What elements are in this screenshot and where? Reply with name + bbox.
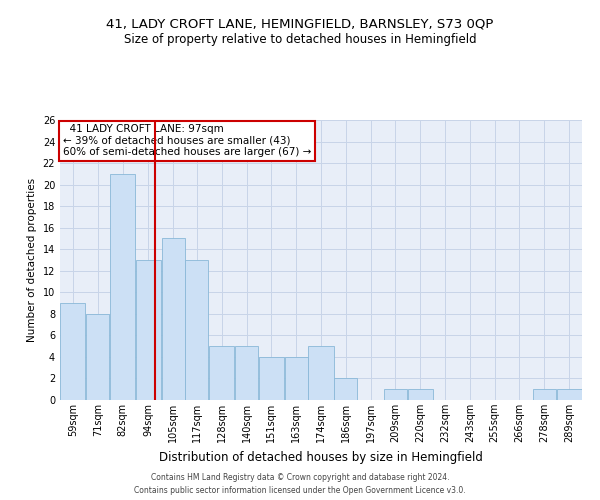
Text: 41, LADY CROFT LANE, HEMINGFIELD, BARNSLEY, S73 0QP: 41, LADY CROFT LANE, HEMINGFIELD, BARNSL…: [106, 18, 494, 30]
Text: 41 LADY CROFT LANE: 97sqm
← 39% of detached houses are smaller (43)
60% of semi-: 41 LADY CROFT LANE: 97sqm ← 39% of detac…: [62, 124, 311, 158]
Bar: [407, 389, 433, 400]
Text: Contains HM Land Registry data © Crown copyright and database right 2024.
Contai: Contains HM Land Registry data © Crown c…: [134, 474, 466, 495]
Bar: [384, 389, 407, 400]
Bar: [284, 357, 308, 400]
Bar: [136, 260, 161, 400]
Bar: [308, 346, 334, 400]
Bar: [110, 174, 135, 400]
Bar: [259, 357, 284, 400]
Bar: [557, 389, 581, 400]
Bar: [162, 238, 185, 400]
Bar: [185, 260, 208, 400]
Y-axis label: Number of detached properties: Number of detached properties: [27, 178, 37, 342]
Bar: [86, 314, 109, 400]
X-axis label: Distribution of detached houses by size in Hemingfield: Distribution of detached houses by size …: [159, 450, 483, 464]
Bar: [209, 346, 235, 400]
Bar: [235, 346, 258, 400]
Text: Size of property relative to detached houses in Hemingfield: Size of property relative to detached ho…: [124, 32, 476, 46]
Bar: [533, 389, 556, 400]
Bar: [334, 378, 358, 400]
Bar: [61, 303, 85, 400]
